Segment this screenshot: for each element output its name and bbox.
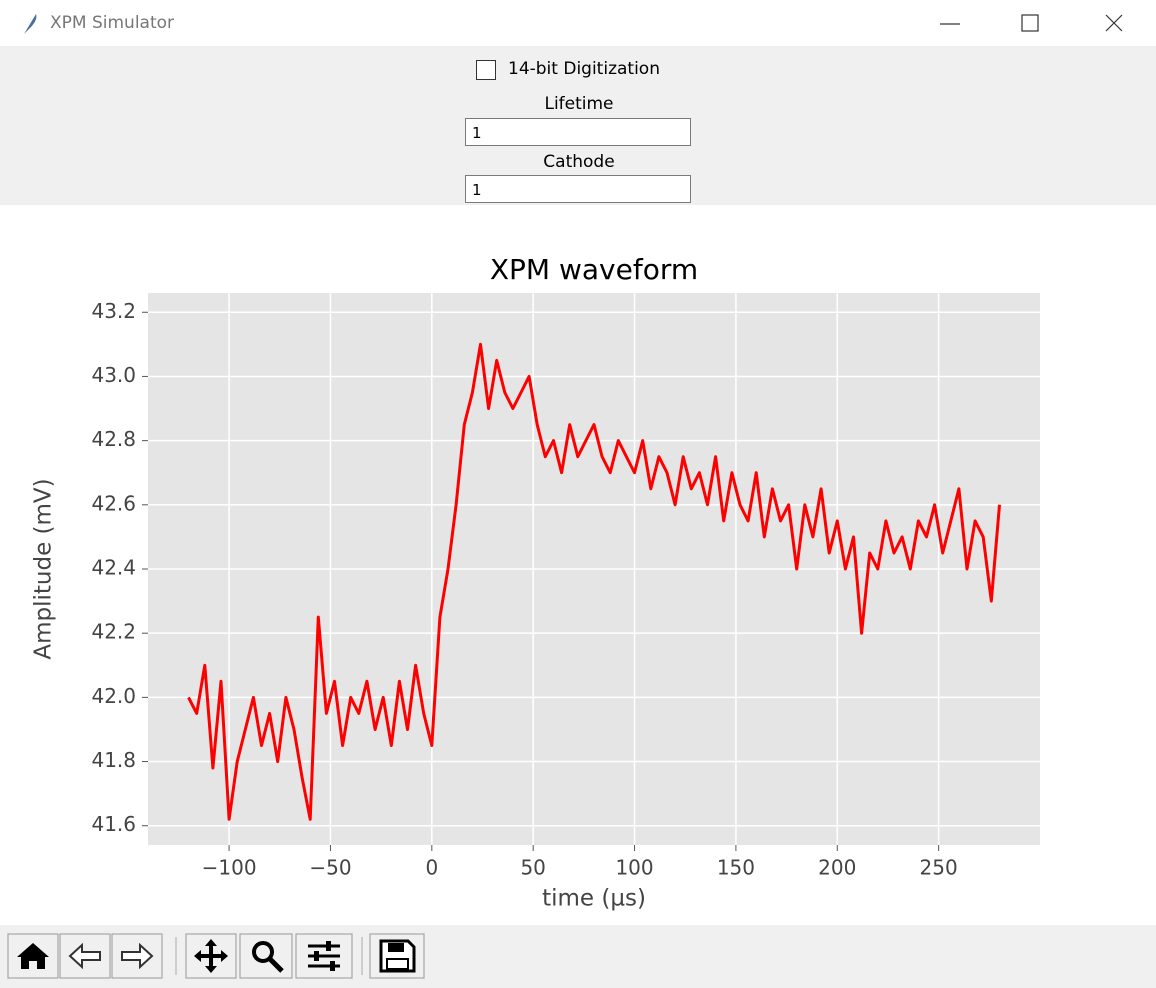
y-tick-label: 43.2: [91, 299, 136, 323]
x-axis-label: time (µs): [542, 886, 646, 912]
data-line: [187, 342, 1001, 821]
checkbox[interactable]: [476, 60, 496, 80]
y-tick-label: 42.6: [91, 491, 136, 515]
lifetime-input[interactable]: 1: [465, 118, 691, 146]
x-tick-label: 0: [425, 856, 438, 880]
control-panel: 14-bit Digitization Lifetime 1 Cathode 1: [0, 46, 1156, 205]
x-tick-label: 50: [520, 856, 545, 880]
x-tick-label: −50: [309, 856, 351, 880]
window-title: XPM Simulator: [50, 13, 175, 33]
toolbar: [0, 925, 1156, 988]
x-tick-label: 150: [717, 856, 755, 880]
cathode-label: Cathode: [543, 152, 615, 172]
chart: XPM waveform time (µs) Amplitude (mV) −1…: [31, 253, 1040, 912]
y-axis-label: Amplitude (mV): [31, 478, 57, 659]
cathode-input[interactable]: 1: [465, 175, 691, 203]
chart-title: XPM waveform: [490, 253, 698, 286]
window-buttons[interactable]: [930, 10, 1130, 38]
y-tick-label: 42.2: [91, 620, 136, 644]
y-tick-label: 42.8: [91, 427, 136, 451]
y-tick-label: 41.8: [91, 748, 136, 772]
x-tick-label: 100: [615, 856, 653, 880]
x-tick-label: 200: [818, 856, 856, 880]
y-tick-label: 42.4: [91, 556, 136, 580]
y-tick-label: 42.0: [91, 684, 136, 708]
title-bar: XPM Simulator: [0, 0, 1156, 47]
toolbar-icons[interactable]: [0, 925, 440, 988]
y-tick-label: 41.6: [91, 812, 136, 836]
app-icon: [24, 14, 37, 34]
x-tick-label: 250: [920, 856, 958, 880]
checkbox-label[interactable]: 14-bit Digitization: [508, 59, 660, 79]
lifetime-label: Lifetime: [544, 94, 614, 114]
y-tick-label: 43.0: [91, 363, 136, 387]
x-tick-label: −100: [202, 856, 257, 880]
